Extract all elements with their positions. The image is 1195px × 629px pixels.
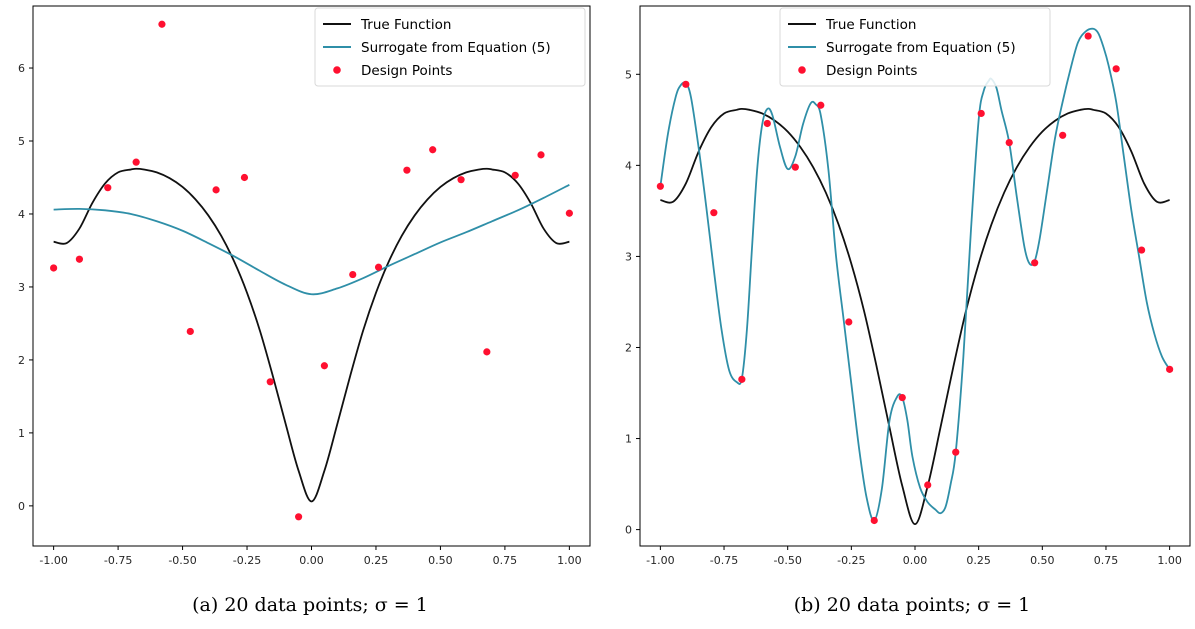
y-tick-label: 1: [18, 427, 25, 440]
plot-area: [639, 5, 1191, 547]
y-tick-label: 3: [625, 250, 632, 263]
design-point: [537, 151, 545, 159]
x-tick-label: -1.00: [646, 554, 674, 567]
series-line-surrogate-from-equation-5: [53, 183, 570, 296]
design-point: [924, 481, 932, 489]
design-point: [791, 163, 799, 171]
x-tick-label: -0.25: [233, 554, 261, 567]
y-tick-label: 2: [625, 341, 632, 354]
y-tick-label: 6: [18, 62, 25, 75]
design-point: [656, 182, 664, 190]
y-tick-label: 5: [18, 135, 25, 148]
design-point: [565, 209, 573, 217]
design-point: [266, 378, 274, 386]
legend-label: Surrogate from Equation (5): [361, 40, 551, 56]
x-tick-label: 0.25: [364, 554, 389, 567]
design-point: [158, 20, 166, 28]
x-tick-label: 0.75: [1094, 554, 1119, 567]
y-tick-label: 0: [625, 524, 632, 537]
x-tick-label: -0.75: [104, 554, 132, 567]
design-point: [1084, 32, 1092, 40]
design-point: [50, 264, 58, 272]
design-point: [75, 255, 84, 263]
x-tick-label: -1.00: [39, 554, 67, 567]
design-point: [898, 393, 906, 402]
legend-label: True Function: [360, 17, 451, 33]
design-point: [1166, 365, 1174, 373]
design-point: [429, 146, 437, 154]
design-point: [240, 173, 249, 182]
x-tick-label: 0.00: [903, 554, 928, 567]
x-tick-label: -0.50: [773, 554, 801, 567]
design-point: [870, 516, 878, 525]
legend-label: Surrogate from Equation (5): [826, 40, 1016, 56]
x-tick-label: 0.00: [299, 554, 324, 567]
design-point: [1005, 138, 1013, 147]
legend-swatch-point: [798, 66, 806, 74]
x-tick-label: -0.25: [837, 554, 865, 567]
legend: True Function Surrogate from Equation (5)…: [779, 7, 1051, 87]
chart-panel-2: -1.00 -0.75 -0.50 -0.25 0.00 0.25 0.50 0.75 1.00…: [625, 5, 1191, 616]
design-point: [1112, 65, 1120, 73]
x-tick-label: -0.50: [168, 554, 196, 567]
y-tick-label: 3: [18, 281, 25, 294]
design-point: [320, 362, 328, 370]
design-point: [349, 270, 357, 279]
design-point: [845, 318, 853, 326]
design-point: [952, 448, 960, 456]
design-point: [104, 184, 112, 192]
series-line-true-function: [53, 167, 570, 503]
design-point: [1059, 131, 1067, 139]
legend-label: Design Points: [826, 63, 917, 79]
design-point: [977, 109, 985, 118]
legend-label: Design Points: [361, 63, 452, 79]
design-point: [1031, 259, 1039, 267]
design-point: [511, 171, 519, 179]
y-tick-label: 4: [625, 159, 632, 172]
design-point: [457, 176, 465, 184]
design-point: [817, 101, 825, 109]
series-line-surrogate-from-equation-5: [659, 27, 1171, 522]
design-point: [374, 263, 383, 271]
figure-caption: (a) 20 data points; σ = 1: [192, 594, 428, 616]
legend-label: True Function: [825, 17, 916, 33]
x-tick-label: 1.00: [1157, 554, 1182, 567]
design-point: [738, 375, 746, 383]
design-point: [403, 166, 411, 174]
design-point: [710, 209, 718, 217]
legend-box: [314, 7, 586, 87]
legend-box: [779, 7, 1051, 87]
design-point: [682, 80, 690, 88]
x-tick-label: 0.50: [428, 554, 453, 567]
design-point: [1138, 246, 1146, 254]
y-tick-label: 0: [18, 500, 25, 513]
x-tick-label: 0.75: [493, 554, 518, 567]
chart-panel-1: -1.00 -0.75 -0.50 -0.25 0.00 0.25 0.50 0.75 1.00…: [18, 5, 591, 616]
design-point: [186, 327, 194, 336]
design-point: [763, 119, 771, 128]
y-tick-label: 1: [625, 433, 632, 446]
design-point: [212, 186, 220, 194]
y-tick-label: 4: [18, 208, 25, 221]
x-tick-label: 1.00: [557, 554, 582, 567]
x-tick-label: 0.50: [1030, 554, 1055, 567]
plot-content: [50, 20, 573, 521]
y-tick-label: 2: [18, 354, 25, 367]
design-point: [483, 348, 491, 356]
plot-area: [32, 5, 591, 547]
legend-swatch-point: [333, 66, 341, 74]
x-tick-label: 0.25: [966, 554, 991, 567]
design-point: [132, 158, 140, 166]
legend: True Function Surrogate from Equation (5)…: [314, 7, 586, 87]
plot-content: [656, 27, 1174, 526]
design-point: [295, 513, 303, 521]
x-tick-label: -0.75: [710, 554, 738, 567]
y-tick-label: 5: [625, 68, 632, 81]
figure-caption: (b) 20 data points; σ = 1: [794, 594, 1031, 616]
series-line-true-function: [660, 108, 1170, 526]
